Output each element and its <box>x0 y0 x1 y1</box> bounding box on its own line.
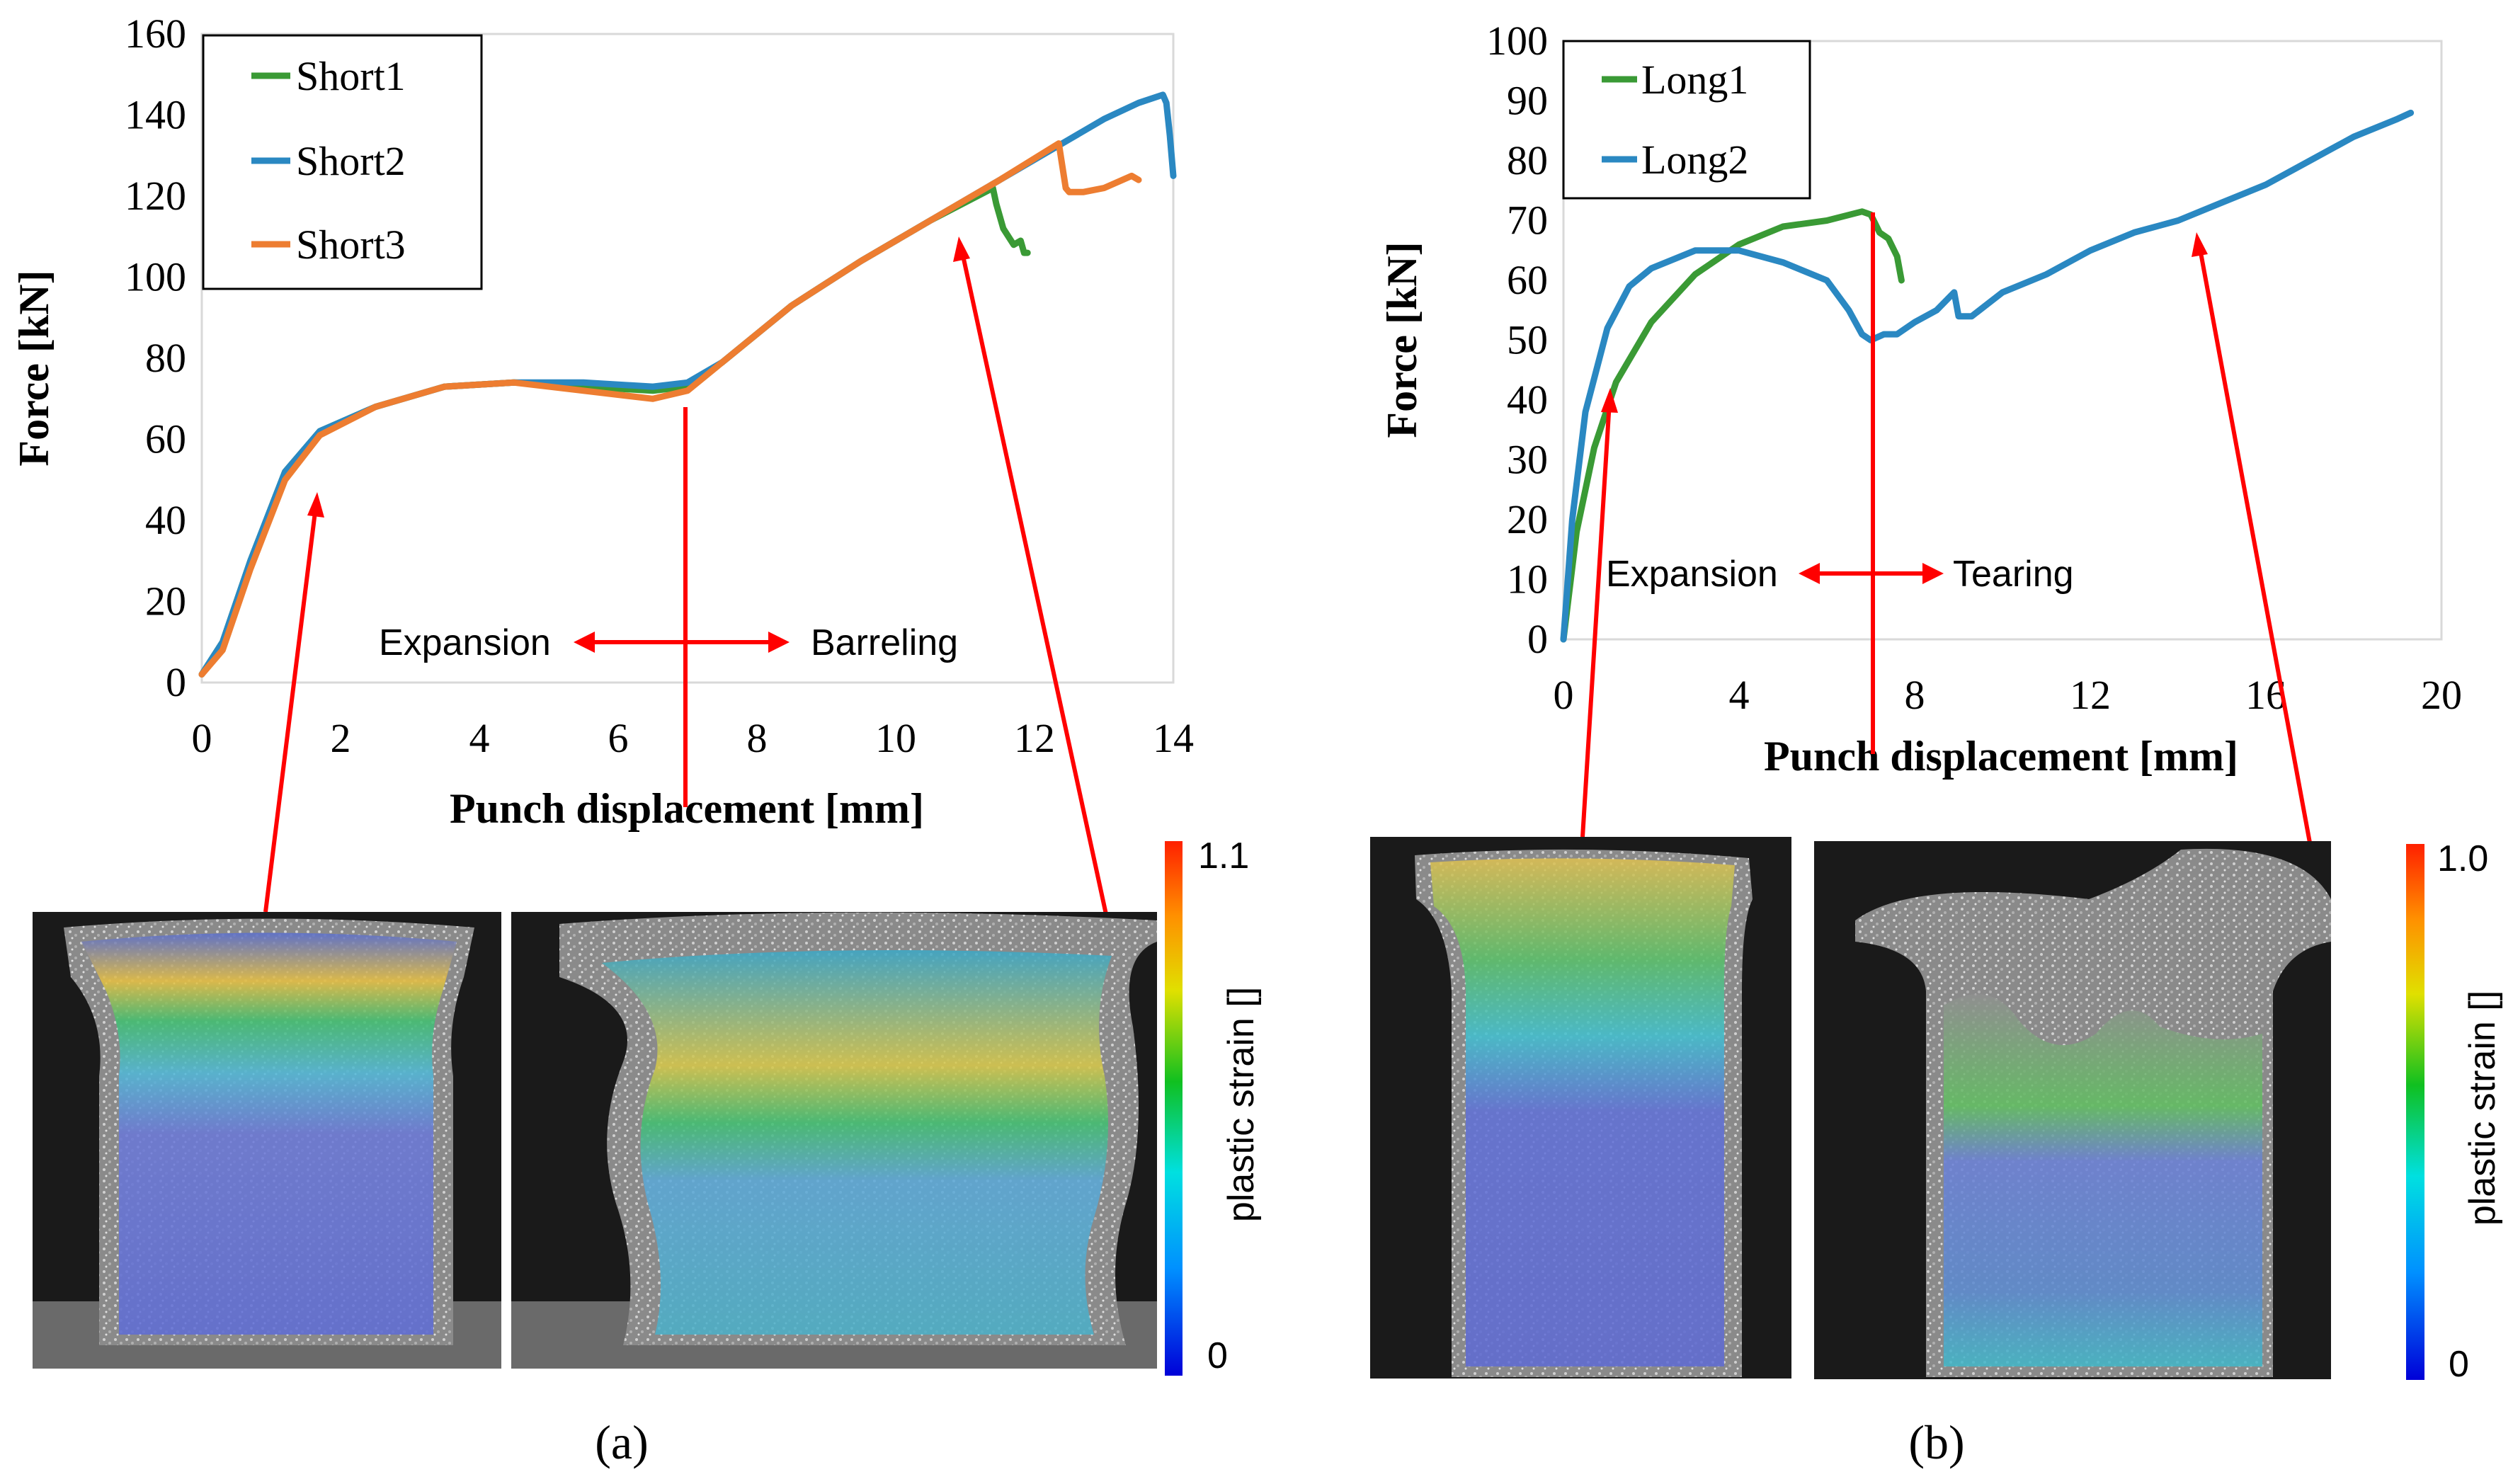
chart-b-y-tick-20: 20 <box>1507 496 1548 542</box>
chart-b-x-tick-0: 0 <box>1554 672 1574 718</box>
chart-b-legend-box <box>1562 40 1811 200</box>
chart-a-callout-arrowhead-2 <box>953 236 970 262</box>
panel-label-a: (a) <box>595 1415 648 1469</box>
chart-a-y-tick-60: 60 <box>145 416 186 462</box>
chart-b-legend: Long1 Long2 <box>1562 40 1811 200</box>
chart-b-x-tick-8: 8 <box>1905 672 1925 718</box>
chart-a-series <box>198 91 1177 678</box>
colorbar-b-label: plastic strain [] <box>2462 991 2503 1226</box>
series-line-long2 <box>1560 109 2415 643</box>
chart-b-y-tick-70: 70 <box>1507 198 1548 244</box>
chart-a-x-tick-0: 0 <box>192 715 212 761</box>
chart-b-x-tick-4: 4 <box>1729 672 1750 718</box>
chart-b-x-tick-12: 12 <box>2070 672 2111 718</box>
chart-a-y-axis-label: Force [kN] <box>11 270 57 466</box>
chart-b-callout-arrowhead-2 <box>2192 232 2208 257</box>
colorbar-a-max: 1.1 <box>1198 835 1249 877</box>
chart-a-legend-box <box>202 34 483 290</box>
chart-a-y-tick-100: 100 <box>125 254 186 300</box>
colorbar-b-gradient <box>2406 844 2424 1380</box>
chart-a-callout-arrow-2 <box>959 249 1110 925</box>
series-line-long1 <box>1560 208 1905 643</box>
chart-a-x-ticks: 0 2 4 6 8 10 12 14 <box>192 715 1195 761</box>
series-line-short3 <box>198 140 1142 678</box>
chart-b-callout-arrowhead-1 <box>1601 388 1618 413</box>
colorbar-b-max: 1.0 <box>2437 838 2488 879</box>
chart-a-x-tick-12: 12 <box>1014 715 1055 761</box>
chart-a-x-tick-6: 6 <box>608 715 629 761</box>
chart-b-callout-arrow-2 <box>2197 244 2312 843</box>
chart-a: 0 20 40 60 80 100 120 140 160 0 2 4 6 8 10 12 14 Force … <box>11 11 1195 925</box>
chart-a-x-tick-10: 10 <box>875 715 916 761</box>
panel-label-b: (b) <box>1908 1415 1964 1469</box>
chart-a-callout-arrowhead-1 <box>307 492 324 518</box>
dic-image-a1 <box>33 912 501 1369</box>
chart-b-y-tick-30: 30 <box>1507 437 1548 483</box>
colorbar-b-min: 0 <box>2449 1344 2469 1385</box>
chart-b-y-tick-0: 0 <box>1527 616 1548 662</box>
dic-image-a2 <box>511 912 1157 1369</box>
chart-b-y-tick-90: 90 <box>1507 78 1548 124</box>
chart-a-y-tick-80: 80 <box>145 335 186 381</box>
chart-b-x-tick-20: 20 <box>2421 672 2462 718</box>
chart-b-arrowhead-right <box>1922 563 1944 584</box>
chart-a-y-tick-20: 20 <box>145 578 186 624</box>
chart-b-x-axis-label: Punch displacement [mm] <box>1764 733 2238 780</box>
chart-b-y-tick-80: 80 <box>1507 137 1548 183</box>
legend-label-short1: Short1 <box>296 53 406 99</box>
chart-b-y-tick-40: 40 <box>1507 377 1548 423</box>
chart-a-annotation-barreling: Barreling <box>811 622 958 663</box>
chart-a-y-tick-0: 0 <box>166 659 186 705</box>
chart-b-y-axis-label: Force [kN] <box>1379 241 1425 438</box>
chart-b-annotation-tearing: Tearing <box>1953 554 2074 595</box>
legend-label-short3: Short3 <box>296 222 406 268</box>
chart-a-legend: Short1 Short2 Short3 <box>202 34 483 290</box>
chart-b-arrowhead-left <box>1799 563 1820 584</box>
colorbar-a: 1.1 0 plastic strain [] <box>1165 835 1262 1376</box>
chart-b-y-tick-10: 10 <box>1507 556 1548 603</box>
chart-b-y-tick-50: 50 <box>1507 317 1548 363</box>
chart-b-y-ticks: 0 10 20 30 40 50 60 70 80 90 100 <box>1486 18 1548 662</box>
colorbar-b: 1.0 0 plastic strain [] <box>2406 838 2503 1385</box>
dic-image-b2 <box>1814 841 2331 1379</box>
chart-b-callout-arrow-1 <box>1580 401 1612 838</box>
chart-a-x-tick-4: 4 <box>469 715 490 761</box>
chart-a-arrowhead-left <box>574 632 595 653</box>
chart-a-y-tick-140: 140 <box>125 92 186 138</box>
legend-label-short2: Short2 <box>296 138 406 184</box>
chart-b-x-ticks: 0 4 8 12 16 20 <box>1554 672 2463 718</box>
chart-a-y-tick-160: 160 <box>125 11 186 57</box>
chart-a-y-ticks: 0 20 40 60 80 100 120 140 160 <box>125 11 186 705</box>
colorbar-a-min: 0 <box>1207 1335 1228 1376</box>
chart-b-y-tick-60: 60 <box>1507 257 1548 303</box>
chart-a-x-tick-14: 14 <box>1153 715 1194 761</box>
chart-b-y-tick-100: 100 <box>1486 18 1548 64</box>
chart-a-arrowhead-right <box>768 632 790 653</box>
legend-label-long1: Long1 <box>1641 57 1748 103</box>
chart-a-x-tick-8: 8 <box>747 715 768 761</box>
colorbar-a-label: plastic strain [] <box>1221 987 1262 1222</box>
chart-a-annotation-expansion: Expansion <box>379 622 551 663</box>
chart-b-annotation-expansion: Expansion <box>1606 554 1778 595</box>
chart-a-y-tick-40: 40 <box>145 497 186 543</box>
chart-a-x-tick-2: 2 <box>331 715 351 761</box>
chart-b-series <box>1560 109 2415 643</box>
chart-a-y-tick-120: 120 <box>125 173 186 219</box>
dic-image-b1 <box>1370 837 1791 1379</box>
legend-label-long2: Long2 <box>1641 137 1748 183</box>
chart-b-plot-frame <box>1562 40 2443 641</box>
colorbar-a-gradient <box>1165 841 1183 1376</box>
chart-a-callout-arrow-1 <box>263 506 318 913</box>
